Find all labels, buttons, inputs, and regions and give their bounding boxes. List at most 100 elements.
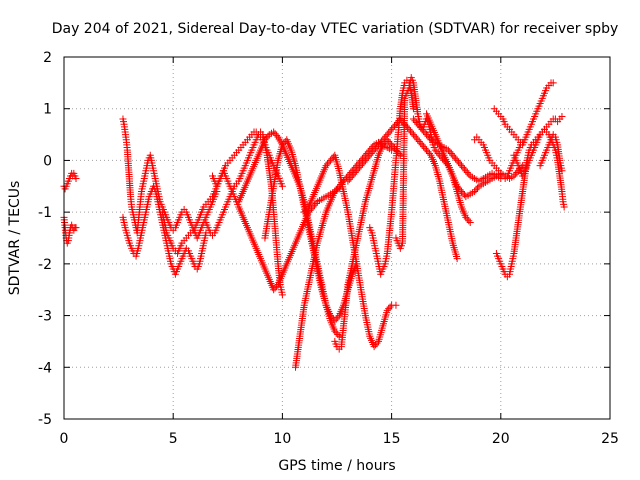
data-point-marker [457,187,465,195]
axis-ticks [63,56,611,420]
data-point-marker [351,168,359,176]
data-point-marker [511,170,519,178]
y-tick-label: -2 [38,257,52,273]
y-tick-label: -4 [38,360,52,376]
data-point-marker [450,153,458,161]
data-point-marker [361,156,369,164]
data-point-marker [280,139,288,147]
data-point-marker [331,187,339,195]
data-point-marker [380,134,388,142]
data-point-marker [385,137,393,145]
data-point-marker [377,137,385,145]
data-point-marker [366,151,374,159]
data-point-marker [326,156,334,164]
data-point-marker [354,165,362,173]
data-point-marker [455,158,463,166]
data-point-marker [425,134,433,142]
data-point-marker [72,224,80,232]
data-point-marker [278,182,286,190]
series-arc14 [366,76,417,278]
data-point-marker [334,331,342,339]
data-point-marker [367,150,375,158]
data-point-marker [334,313,342,321]
data-point-marker [271,130,279,138]
data-point-marker [414,136,422,144]
data-point-marker [348,172,356,180]
chart-title: Day 204 of 2021, Sidereal Day-to-day VTE… [52,21,619,37]
series-arc1 [60,169,80,193]
data-point-marker [72,175,80,183]
x-tick-labels: 0 5 10 15 20 25 [60,431,619,447]
data-point-marker [264,132,272,140]
data-point-marker [376,139,384,147]
data-point-marker [335,182,343,190]
data-point-marker [364,153,372,161]
data-point-marker [411,132,419,140]
data-point-marker [433,148,441,156]
series-arc2 [60,213,80,247]
data-point-marker [370,146,378,154]
data-point-marker [424,132,432,140]
data-point-marker [463,215,471,223]
data-point-marker [449,151,457,159]
data-point-marker [331,327,339,335]
data-point-marker [360,158,368,166]
data-point-marker [460,165,468,173]
data-point-marker [388,125,396,133]
data-point-marker [312,200,320,208]
data-point-marker [471,187,479,195]
data-point-marker [261,136,269,144]
data-point-marker [372,341,380,349]
data-point-marker [369,148,377,156]
series-arc16 [409,115,505,185]
data-point-marker [328,155,336,163]
y-tick-label: -1 [38,205,52,221]
series-arc12 [331,136,404,353]
data-point-marker [453,182,461,190]
data-point-marker [344,177,352,185]
data-point-marker [474,184,482,192]
data-point-marker [347,174,355,182]
x-tick-label: 15 [383,431,401,447]
data-point-marker [386,127,394,135]
data-point-marker [418,141,426,149]
data-point-marker [409,105,417,113]
series-arc20 [492,112,566,281]
data-point-marker [446,148,454,156]
series-arc17 [423,110,527,201]
data-point-marker [273,282,281,290]
data-point-marker [322,162,330,170]
data-point-marker [358,160,366,168]
data-point-marker [462,213,470,221]
data-point-marker [373,339,381,347]
data-point-marker [407,127,415,135]
data-point-marker [382,132,390,140]
data-point-marker [412,134,420,142]
data-point-marker [453,255,461,263]
data-point-marker [271,284,279,292]
data-point-marker [363,155,371,163]
data-point-marker [374,141,382,149]
y-tick-label: -3 [38,309,52,325]
series-arc13 [344,115,461,263]
data-point-marker [273,131,281,139]
data-point-marker [447,150,455,158]
data-point-marker [425,150,433,158]
data-point-marker [412,119,420,127]
data-point-marker [303,205,311,213]
data-point-marker [417,124,425,132]
data-point-marker [452,155,460,163]
data-point-marker [345,175,353,183]
series-arc3 [119,115,221,242]
data-point-marker [270,128,278,136]
data-point-marker [421,129,429,137]
data-point-marker [465,217,473,225]
data-point-marker [558,112,566,120]
data-point-marker [270,286,278,294]
data-point-marker [463,168,471,176]
data-point-marker [357,162,365,170]
series-arc11 [300,151,400,351]
y-tick-label: 2 [43,50,52,66]
data-point-marker [332,329,340,337]
